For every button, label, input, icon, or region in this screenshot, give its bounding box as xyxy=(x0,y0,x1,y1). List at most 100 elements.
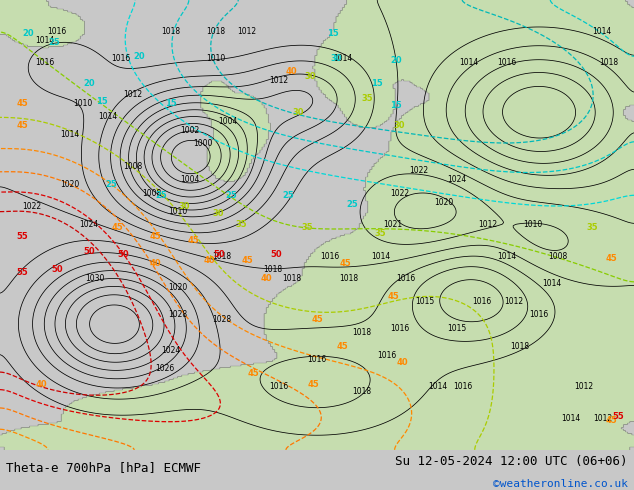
Text: 1018: 1018 xyxy=(282,274,301,283)
Text: 1016: 1016 xyxy=(498,58,517,68)
Text: 20: 20 xyxy=(391,56,402,65)
Text: Su 12-05-2024 12:00 UTC (06+06): Su 12-05-2024 12:00 UTC (06+06) xyxy=(395,455,628,468)
Text: 1016: 1016 xyxy=(390,324,409,333)
Text: 45: 45 xyxy=(311,315,323,324)
Text: 1024: 1024 xyxy=(79,220,98,229)
Text: 15: 15 xyxy=(391,101,402,110)
Text: 1022: 1022 xyxy=(22,202,41,211)
Text: 45: 45 xyxy=(188,236,199,245)
Text: 50: 50 xyxy=(51,266,63,274)
Text: 1018: 1018 xyxy=(352,387,371,396)
Text: 35: 35 xyxy=(362,95,373,103)
Text: 1018: 1018 xyxy=(162,27,181,36)
Text: ©weatheronline.co.uk: ©weatheronline.co.uk xyxy=(493,479,628,489)
Text: 45: 45 xyxy=(387,293,399,301)
Text: 1000: 1000 xyxy=(193,140,212,148)
Text: 25: 25 xyxy=(226,191,237,200)
Text: 1030: 1030 xyxy=(86,274,105,283)
Text: 1012: 1012 xyxy=(593,414,612,423)
Text: 30: 30 xyxy=(213,209,224,218)
Text: 1020: 1020 xyxy=(60,180,79,189)
Text: 1016: 1016 xyxy=(35,58,54,68)
Text: 1002: 1002 xyxy=(181,126,200,135)
Text: 15: 15 xyxy=(165,99,177,108)
Text: 45: 45 xyxy=(606,254,618,263)
Text: 1010: 1010 xyxy=(168,207,187,216)
Text: 30: 30 xyxy=(394,122,405,130)
Text: 1022: 1022 xyxy=(390,189,409,198)
Text: 1026: 1026 xyxy=(155,365,174,373)
Text: 1014: 1014 xyxy=(60,130,79,140)
Text: 1008: 1008 xyxy=(124,162,143,171)
Text: 1010: 1010 xyxy=(523,220,542,229)
Text: 1010: 1010 xyxy=(206,54,225,63)
Text: 1014: 1014 xyxy=(498,252,517,261)
Text: 1018: 1018 xyxy=(352,328,371,338)
Text: 55: 55 xyxy=(612,412,624,420)
Text: 30: 30 xyxy=(292,108,304,117)
Text: 55: 55 xyxy=(16,232,28,241)
Text: 1008: 1008 xyxy=(548,252,567,261)
Text: 1028: 1028 xyxy=(168,310,187,319)
Text: 1010: 1010 xyxy=(73,99,92,108)
Text: 40: 40 xyxy=(150,259,161,268)
Text: 30: 30 xyxy=(305,72,316,81)
Text: 1018: 1018 xyxy=(510,342,529,351)
Text: 1016: 1016 xyxy=(377,351,396,360)
Text: 1004: 1004 xyxy=(219,117,238,126)
Text: 1016: 1016 xyxy=(472,297,491,306)
Text: 1018: 1018 xyxy=(599,58,618,68)
Text: 45: 45 xyxy=(16,99,28,108)
Text: 45: 45 xyxy=(242,256,253,266)
Text: 1028: 1028 xyxy=(212,315,231,324)
Text: 1014: 1014 xyxy=(460,58,479,68)
Text: 1012: 1012 xyxy=(479,220,498,229)
Text: 50: 50 xyxy=(83,247,94,256)
Text: 1012: 1012 xyxy=(269,76,288,85)
Text: 15: 15 xyxy=(372,79,383,88)
Text: 25: 25 xyxy=(283,191,294,200)
Text: 45: 45 xyxy=(337,342,348,351)
Text: 1018: 1018 xyxy=(339,274,358,283)
Text: 1012: 1012 xyxy=(574,382,593,392)
Text: 55: 55 xyxy=(16,268,28,277)
Text: 1016: 1016 xyxy=(111,54,130,63)
Text: 30: 30 xyxy=(330,54,342,63)
Text: 20: 20 xyxy=(134,52,145,61)
Text: 20: 20 xyxy=(23,29,34,38)
Text: 1020: 1020 xyxy=(434,198,453,207)
Text: 40: 40 xyxy=(397,358,408,367)
Text: Theta-e 700hPa [hPa] ECMWF: Theta-e 700hPa [hPa] ECMWF xyxy=(6,462,202,474)
Text: 1014: 1014 xyxy=(98,112,117,122)
Text: 1015: 1015 xyxy=(447,324,466,333)
Text: 30: 30 xyxy=(178,202,190,211)
Text: 1020: 1020 xyxy=(168,283,187,293)
Text: 25: 25 xyxy=(48,38,60,47)
Text: 45: 45 xyxy=(340,259,351,268)
Text: 50: 50 xyxy=(270,249,281,259)
Text: 1024: 1024 xyxy=(447,175,466,184)
Text: 1016: 1016 xyxy=(396,274,415,283)
Text: 25: 25 xyxy=(105,180,117,189)
Text: 1014: 1014 xyxy=(542,279,561,288)
Text: 1014: 1014 xyxy=(333,54,352,63)
Text: 1018: 1018 xyxy=(206,27,225,36)
Text: 1014: 1014 xyxy=(35,36,54,45)
Text: 1016: 1016 xyxy=(320,252,339,261)
Text: 20: 20 xyxy=(83,79,94,88)
Text: 1014: 1014 xyxy=(593,27,612,36)
Text: 45: 45 xyxy=(606,416,618,425)
Text: 15: 15 xyxy=(327,29,339,38)
Text: 35: 35 xyxy=(375,229,386,239)
Text: 1018: 1018 xyxy=(212,252,231,261)
Text: 1022: 1022 xyxy=(409,167,428,175)
Text: 50: 50 xyxy=(118,249,129,259)
Text: 1018: 1018 xyxy=(263,266,282,274)
Text: 1024: 1024 xyxy=(162,346,181,355)
Text: 1014: 1014 xyxy=(428,382,447,392)
Text: 40: 40 xyxy=(286,68,297,76)
Text: 45: 45 xyxy=(112,222,123,232)
Text: 40: 40 xyxy=(204,256,215,266)
Text: 45: 45 xyxy=(16,122,28,130)
Text: 1004: 1004 xyxy=(181,175,200,184)
